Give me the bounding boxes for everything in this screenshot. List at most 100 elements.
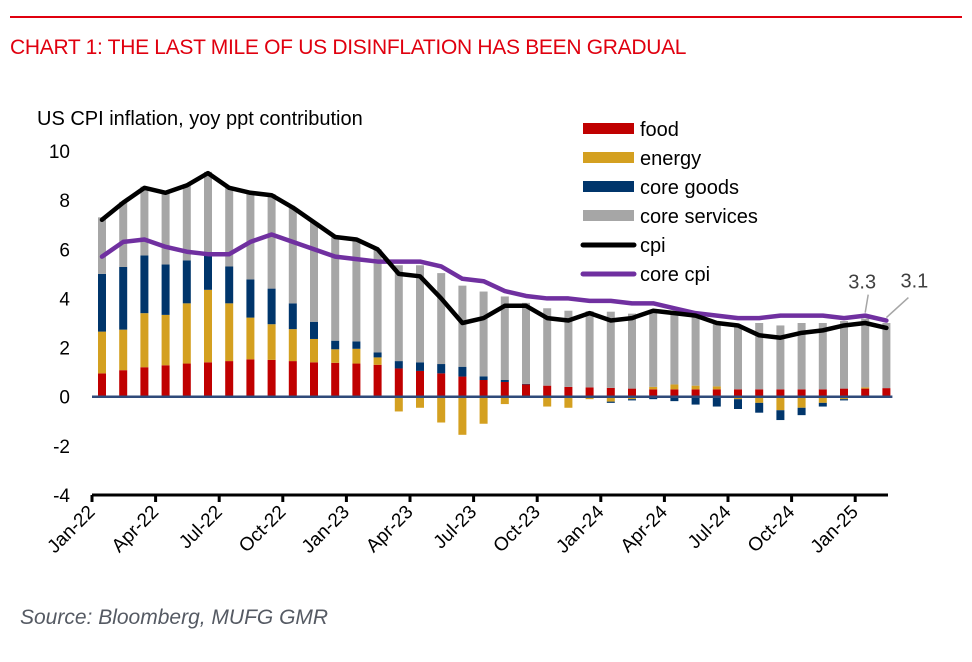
bar-segment-core-goods <box>331 340 340 350</box>
bar-segment-food <box>225 361 234 397</box>
bar-segment-energy <box>564 396 573 408</box>
bar-segment-core-services <box>840 321 848 389</box>
bar-segment-core-services <box>734 325 742 390</box>
bar-segment-core-services <box>373 249 382 353</box>
bar-segment-energy <box>140 313 149 368</box>
bar-segment-core-services <box>861 318 870 388</box>
bar-segment-energy <box>437 396 446 423</box>
bar-segment-food <box>331 362 340 397</box>
bar-segment-food <box>458 376 467 397</box>
x-tick-label: Jul-23 <box>430 502 481 553</box>
bar-segment-core-services <box>649 310 658 387</box>
y-axis-ticks: 10 8 6 4 2 0 -2 -4 <box>49 142 71 507</box>
bar-segment-core-goods <box>98 273 106 332</box>
bar-segment-food <box>394 368 403 397</box>
y-tick-label: 2 <box>59 339 70 360</box>
annotations: 3.3 3.1 <box>848 271 928 319</box>
bar-segment-core-services <box>246 192 255 280</box>
legend-label: core services <box>640 206 758 228</box>
bar-segment-energy <box>670 384 679 390</box>
legend-label: food <box>640 119 679 141</box>
bar-segment-core-services <box>458 285 467 367</box>
bar-segment-food <box>267 359 276 397</box>
bar-segment-food <box>712 389 721 397</box>
bar-segment-core-services <box>670 310 679 385</box>
bar-segment-core-services <box>288 207 297 304</box>
annotation-leader <box>885 296 909 319</box>
bar-segment-food <box>437 373 446 397</box>
bar-segment-core-goods <box>140 255 149 314</box>
bar-segment-food <box>755 389 764 397</box>
bar-segment-energy <box>182 303 191 364</box>
bar-segment-food <box>288 361 297 397</box>
bar-segment-core-goods <box>691 396 700 405</box>
bar-segment-core-goods <box>522 383 530 385</box>
y-tick-label: 4 <box>59 289 70 310</box>
annotation-leader <box>864 294 869 313</box>
bar-segment-core-goods <box>458 366 467 377</box>
line-cpi <box>99 170 889 340</box>
bar-segment-core-goods <box>267 288 276 325</box>
legend-swatch-food <box>583 123 634 134</box>
bar-segment-core-services <box>267 194 276 289</box>
bar-segment-core-goods <box>204 254 212 290</box>
bar-segment-food <box>500 381 509 397</box>
bar-segment-food <box>649 389 658 397</box>
bar-segment-core-services <box>204 171 212 255</box>
bar-segment-core-goods <box>394 361 403 369</box>
bar-segment-food <box>543 385 552 397</box>
bar-segment-core-services <box>394 265 403 362</box>
legend-label: cpi <box>640 235 666 257</box>
bars <box>98 171 891 435</box>
legend-label: core goods <box>640 177 739 199</box>
line-core-cpi <box>99 232 889 323</box>
legend-label: energy <box>640 148 701 170</box>
bar-segment-food <box>373 364 382 397</box>
bar-segment-energy <box>458 396 467 435</box>
bar-segment-food <box>797 389 806 397</box>
bar-segment-core-services <box>140 186 149 256</box>
bar-segment-food <box>310 362 318 397</box>
y-tick-label: -4 <box>53 486 70 507</box>
legend: food energy core goods core services cpi core… <box>580 119 758 286</box>
bar-segment-food <box>479 380 488 397</box>
bar-segment-core-services <box>437 273 446 365</box>
bar-segment-energy <box>331 349 340 363</box>
bar-segment-core-services <box>479 291 488 377</box>
bar-segment-core-goods <box>225 266 234 304</box>
bar-segment-core-services <box>352 239 361 342</box>
bar-segment-food <box>882 388 891 397</box>
x-tick-label: Jan-24 <box>552 501 608 557</box>
bar-segment-food <box>246 359 255 397</box>
bar-segment-food <box>182 363 191 397</box>
bar-segment-core-services <box>522 302 530 384</box>
bar-segment-core-services <box>755 323 764 390</box>
bar-segment-food <box>119 370 128 397</box>
bar-segment-energy <box>479 396 488 424</box>
y-tick-label: -2 <box>53 437 70 458</box>
bar-segment-core-services <box>776 325 785 390</box>
bar-segment-core-services <box>182 184 191 261</box>
bar-segment-core-services <box>585 311 594 388</box>
bar-segment-energy <box>543 396 552 407</box>
bar-segment-core-services <box>500 296 509 381</box>
bar-segment-core-services <box>691 315 700 386</box>
bar-segment-core-goods <box>818 402 827 407</box>
x-tick-label: Oct-23 <box>490 502 545 557</box>
bar-segment-core-goods <box>288 303 297 330</box>
x-tick-label: Jan-22 <box>44 502 100 558</box>
bar-segment-energy <box>394 396 403 412</box>
y-tick-label: 10 <box>49 142 70 163</box>
bar-segment-core-services <box>98 217 106 274</box>
bar-segment-food <box>670 389 679 397</box>
bar-segment-food <box>840 388 848 397</box>
bar-segment-core-services <box>331 237 340 341</box>
y-tick-label: 6 <box>59 240 70 261</box>
bar-segment-core-goods <box>734 399 742 409</box>
bar-segment-food <box>606 387 615 397</box>
bar-segment-energy <box>712 386 721 390</box>
bar-segment-energy <box>818 396 827 403</box>
x-tick-label: Jul-24 <box>684 501 736 553</box>
bar-segment-core-services <box>416 265 424 363</box>
